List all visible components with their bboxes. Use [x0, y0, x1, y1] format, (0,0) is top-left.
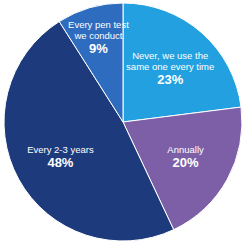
svg-text:Annually20%: Annually20%: [167, 144, 204, 170]
svg-text:Every pen testwe conduct9%: Every pen testwe conduct9%: [68, 19, 129, 56]
svg-text:Never, we use thesame one ever: Never, we use thesame one every time23%: [126, 50, 214, 87]
svg-text:Every 2-3 years48%: Every 2-3 years48%: [27, 144, 94, 170]
